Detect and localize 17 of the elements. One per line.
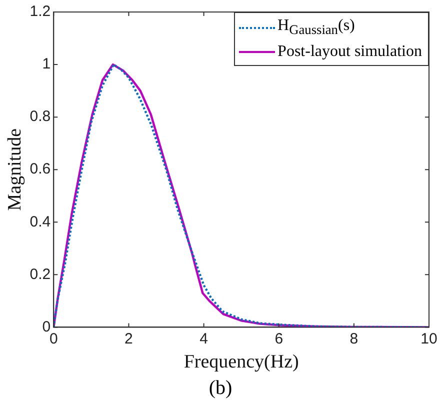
legend-label: Post-layout simulation xyxy=(278,42,422,62)
x-tick-label: 6 xyxy=(274,330,284,348)
y-tick-label: 0 xyxy=(42,318,51,336)
x-tick-label: 8 xyxy=(350,330,358,348)
y-tick-label: 0.6 xyxy=(30,160,51,178)
y-tick-label: 1.2 xyxy=(30,3,51,20)
y-tick-label: 0.8 xyxy=(30,108,51,126)
y-axis-title: Magnitude xyxy=(4,128,26,211)
text: (b) xyxy=(208,377,234,400)
y-tick-label: 0.4 xyxy=(30,213,51,230)
y-tick-label: 0.2 xyxy=(30,266,51,283)
y-tick-label: 1 xyxy=(42,56,51,73)
x-axis-title: Frequency(Hz) xyxy=(184,352,299,373)
x-tick-label: 4 xyxy=(200,330,208,348)
legend-label: H$_{Gaussian}$(s) xyxy=(278,16,355,40)
x-tick-label: 10 xyxy=(420,330,438,348)
x-tick-label: 2 xyxy=(124,330,133,348)
